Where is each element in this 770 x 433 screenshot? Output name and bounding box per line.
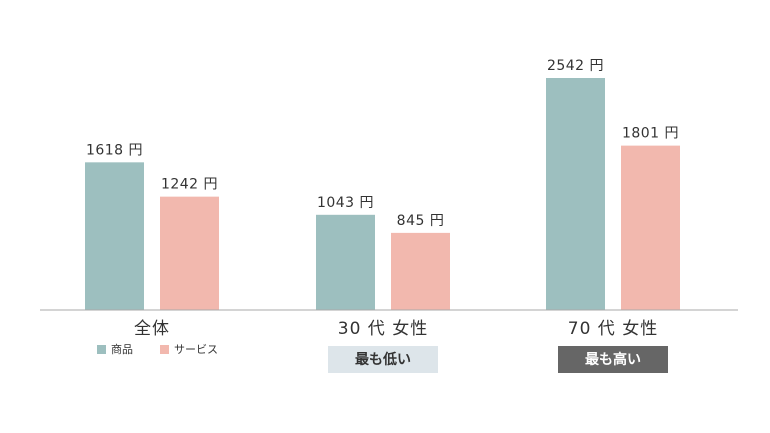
value-label: 1242 円 bbox=[161, 177, 218, 193]
bar bbox=[316, 214, 375, 310]
bar bbox=[160, 196, 219, 310]
badge bbox=[328, 346, 438, 373]
legend-swatch bbox=[97, 345, 106, 354]
value-label: 1618 円 bbox=[86, 142, 143, 158]
badge-text: 最も低い bbox=[355, 351, 411, 368]
legend-label: サービス bbox=[174, 343, 218, 356]
value-label: 845 円 bbox=[397, 213, 445, 229]
legend-swatch bbox=[160, 345, 169, 354]
value-label: 1043 円 bbox=[317, 195, 374, 211]
bar bbox=[621, 145, 680, 310]
category-label: 30 代 女性 bbox=[338, 319, 428, 339]
badge-text: 最も高い bbox=[585, 351, 641, 368]
value-label: 2542 円 bbox=[547, 58, 604, 74]
bar bbox=[85, 162, 144, 310]
category-label: 全体 bbox=[134, 319, 170, 339]
bar bbox=[546, 78, 605, 310]
badge bbox=[558, 346, 668, 373]
value-label: 1801 円 bbox=[622, 126, 679, 142]
legend-label: 商品 bbox=[111, 342, 133, 356]
category-label: 70 代 女性 bbox=[568, 319, 658, 339]
bar bbox=[391, 232, 450, 310]
